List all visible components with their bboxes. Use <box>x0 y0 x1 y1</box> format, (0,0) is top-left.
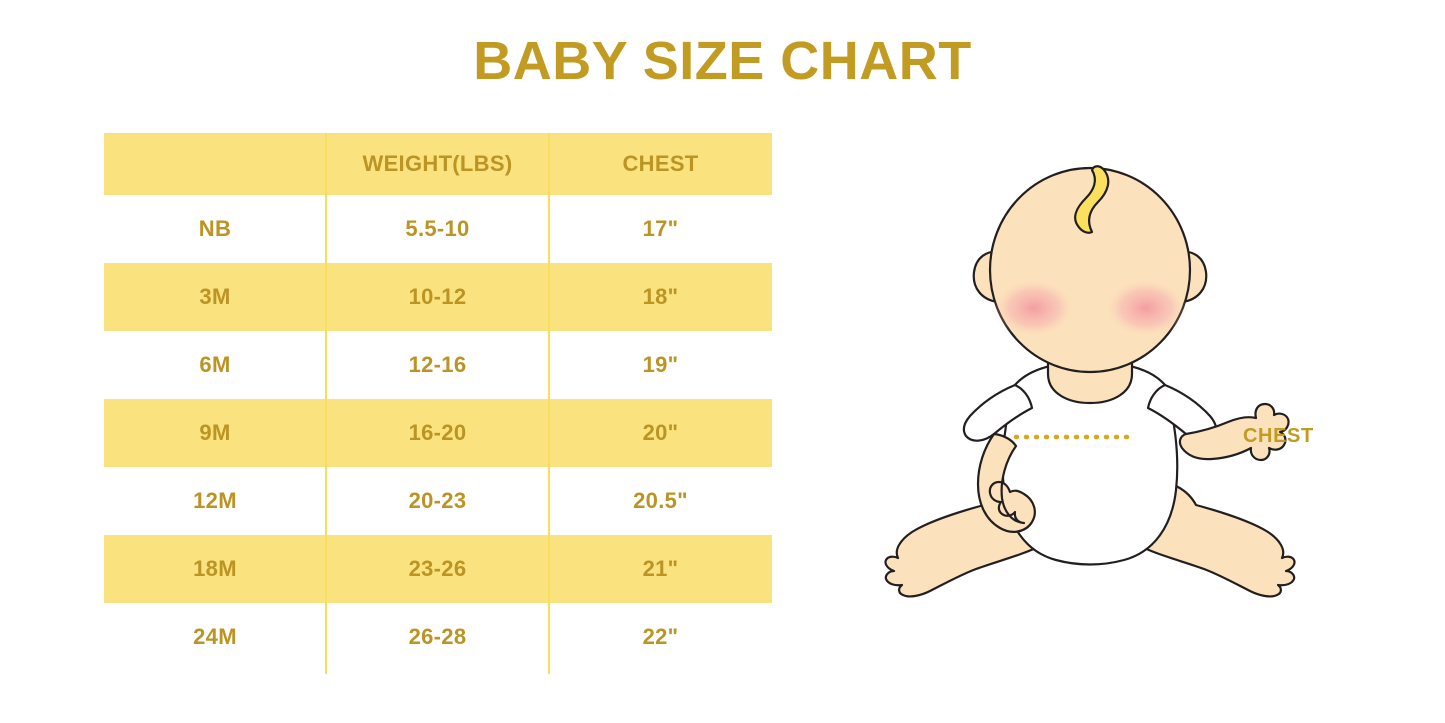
cell-size: 24M <box>104 603 326 671</box>
cell-chest: 20.5" <box>549 467 772 535</box>
baby-right-arm <box>1178 402 1290 462</box>
column-header-weight: WEIGHT(LBS) <box>326 133 549 195</box>
cell-chest: 21" <box>549 535 772 603</box>
cell-weight: 26-28 <box>326 603 549 671</box>
cell-size: 9M <box>104 399 326 467</box>
cell-chest: 19" <box>549 331 772 399</box>
cell-size: 3M <box>104 263 326 331</box>
table-row: 18M 23-26 21" <box>104 535 772 603</box>
baby-left-sleeve <box>962 383 1034 442</box>
table-row: 3M 10-12 18" <box>104 263 772 331</box>
cell-weight: 23-26 <box>326 535 549 603</box>
cell-weight: 5.5-10 <box>326 195 549 263</box>
cell-size: 6M <box>104 331 326 399</box>
table-row: 12M 20-23 20.5" <box>104 467 772 535</box>
baby-illustration <box>880 160 1300 600</box>
cell-weight: 20-23 <box>326 467 549 535</box>
table-row: NB 5.5-10 17" <box>104 195 772 263</box>
baby-right-blush <box>1104 278 1188 338</box>
table-header-row: WEIGHT(LBS) CHEST <box>104 133 772 195</box>
table-column-divider-1 <box>325 133 327 674</box>
baby-left-arm <box>976 432 1036 533</box>
column-header-size <box>104 133 326 195</box>
cell-size: NB <box>104 195 326 263</box>
table-row: 6M 12-16 19" <box>104 331 772 399</box>
page-title: BABY SIZE CHART <box>473 31 972 91</box>
chest-measure-label: CHEST <box>1243 425 1314 447</box>
cell-chest: 22" <box>549 603 772 671</box>
cell-weight: 10-12 <box>326 263 549 331</box>
cell-chest: 18" <box>549 263 772 331</box>
size-chart-table: WEIGHT(LBS) CHEST NB 5.5-10 17" 3M 10-12… <box>104 133 772 671</box>
cell-chest: 17" <box>549 195 772 263</box>
table-column-divider-2 <box>548 133 550 674</box>
cell-chest: 20" <box>549 399 772 467</box>
baby-hair-curl <box>1074 165 1110 234</box>
cell-size: 12M <box>104 467 326 535</box>
cell-size: 18M <box>104 535 326 603</box>
table-row: 24M 26-28 22" <box>104 603 772 671</box>
table-row: 9M 16-20 20" <box>104 399 772 467</box>
column-header-chest: CHEST <box>549 133 772 195</box>
cell-weight: 12-16 <box>326 331 549 399</box>
cell-weight: 16-20 <box>326 399 549 467</box>
baby-left-blush <box>992 278 1076 338</box>
